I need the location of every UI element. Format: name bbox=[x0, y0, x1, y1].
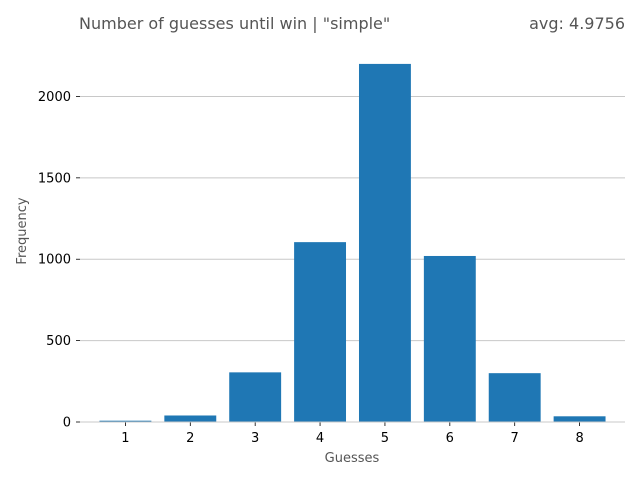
x-axis-ticks: 1 2 3 4 5 6 7 8 bbox=[121, 422, 584, 446]
bar-1 bbox=[99, 420, 152, 422]
grid-lines bbox=[80, 95, 625, 342]
y-tick-label-500: 500 bbox=[46, 334, 71, 349]
y-axis-ticks: 0 500 1000 1500 2000 bbox=[38, 90, 80, 431]
bars bbox=[99, 63, 606, 423]
x-axis-label: Guesses bbox=[325, 451, 380, 466]
y-axis-label: Frequency bbox=[15, 197, 30, 264]
y-tick-label-1500: 1500 bbox=[38, 171, 71, 186]
x-tick-label-3: 3 bbox=[251, 431, 259, 446]
y-tick-label-1000: 1000 bbox=[38, 253, 71, 268]
x-tick-label-6: 6 bbox=[446, 431, 454, 446]
chart-title: Number of guesses until win | "simple" bbox=[79, 14, 390, 33]
x-tick-label-2: 2 bbox=[186, 431, 194, 446]
x-tick-label-4: 4 bbox=[316, 431, 324, 446]
x-tick-label-7: 7 bbox=[511, 431, 519, 446]
y-tick-label-2000: 2000 bbox=[38, 90, 71, 105]
chart-subtitle: avg: 4.9756 bbox=[529, 14, 625, 33]
bar-4 bbox=[294, 242, 347, 422]
bar-6 bbox=[423, 255, 476, 422]
bar-2 bbox=[164, 415, 217, 422]
x-tick-label-1: 1 bbox=[121, 431, 129, 446]
bar-7 bbox=[488, 373, 541, 422]
bar-5 bbox=[358, 63, 411, 423]
x-tick-label-8: 8 bbox=[575, 431, 583, 446]
bar-3 bbox=[229, 372, 282, 422]
y-tick-label-0: 0 bbox=[63, 416, 71, 431]
x-tick-label-5: 5 bbox=[381, 431, 389, 446]
bar-8 bbox=[553, 416, 606, 422]
